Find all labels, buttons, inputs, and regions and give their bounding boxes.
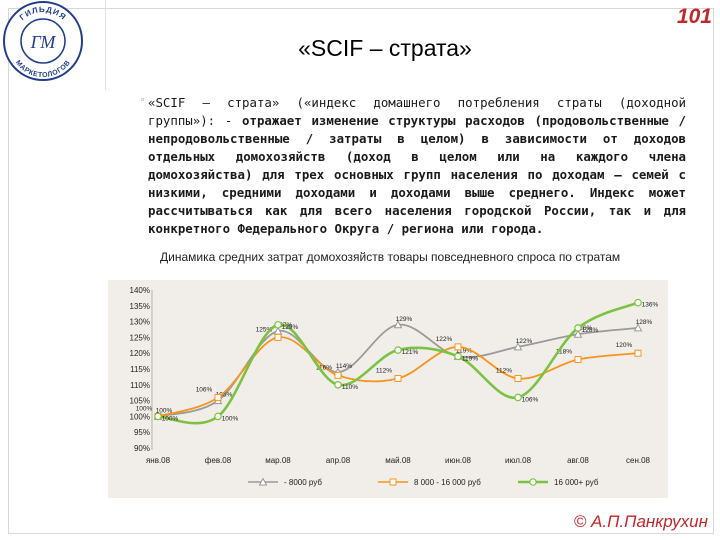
y-tick-label: 125% [130, 333, 150, 342]
x-tick-label: янв.08 [146, 456, 171, 465]
data-label-3: 119% [462, 355, 478, 362]
y-tick-label: 110% [130, 381, 150, 390]
slide-title: «SCIF – страта» [298, 35, 472, 61]
page-number: 101 [676, 5, 712, 28]
y-tick-label: 115% [130, 365, 150, 374]
guild-logo: ГИЛЬДИЯ МАРКЕТОЛОГОВ ГМ [3, 1, 83, 81]
y-tick-label: 100% [130, 412, 150, 421]
body-paragraph: «SCIF – страта» («индекс домашнего потре… [148, 94, 686, 238]
x-tick-label: апр.08 [326, 456, 351, 465]
data-label-1: 122% [516, 338, 533, 345]
data-point-2 [394, 374, 402, 382]
y-tick-label: 140% [130, 286, 150, 295]
data-label-2: 118% [556, 349, 572, 356]
x-tick-label: июн.08 [445, 456, 472, 465]
data-label-2: 106% [196, 386, 213, 393]
data-label-2: 120% [616, 342, 633, 349]
y-tick-label: 105% [130, 397, 150, 406]
data-label-2: 112% [376, 367, 392, 374]
x-tick-label: фев.08 [205, 456, 232, 465]
legend-marker-3 [529, 478, 537, 486]
data-label-2: 122% [436, 336, 453, 343]
data-point-3 [454, 352, 462, 361]
x-tick-label: сен.08 [626, 456, 651, 465]
bullet-marker: ▫ [141, 94, 145, 104]
data-point-1 [513, 342, 523, 351]
x-tick-label: авг.08 [567, 456, 589, 465]
y-tick-label: 130% [130, 318, 150, 327]
body-rest: отражает изменение структуры расходов (п… [148, 113, 686, 236]
legend-label-1: - 8000 руб [284, 478, 322, 487]
data-label-1: 114% [336, 363, 352, 370]
data-label-1: 100% [156, 407, 173, 414]
data-label-2: 116% [316, 364, 332, 371]
data-label-3: 136% [642, 302, 659, 309]
body-lead: «SCIF – страта» («индекс домашнего потре… [148, 95, 686, 128]
data-point-3 [394, 346, 402, 354]
data-point-3 [274, 320, 282, 329]
data-label-3: 106% [522, 396, 539, 403]
data-point-2 [514, 374, 522, 382]
data-label-1: 119% [456, 347, 472, 354]
y-tick-label: 120% [130, 349, 150, 358]
chart-title: Динамика средних затрат домохозяйств тов… [160, 250, 621, 264]
data-label-2: 100% [136, 405, 153, 412]
data-point-2 [214, 393, 222, 401]
data-point-2 [454, 343, 462, 351]
y-tick-label: 95% [134, 428, 150, 437]
data-label-1: 129% [396, 316, 413, 323]
data-label-3: 100% [162, 415, 179, 422]
data-label-3: 129% [282, 324, 299, 331]
data-point-2 [334, 371, 342, 379]
data-label-2: 112% [496, 367, 512, 374]
author-signature: © А.П.Панкрухин [573, 512, 708, 531]
data-point-2 [574, 356, 582, 364]
data-point-3 [574, 324, 582, 332]
data-label-1: 128% [636, 319, 653, 326]
slide-frame [8, 8, 714, 534]
data-point-2 [634, 349, 642, 357]
data-point-3 [514, 393, 522, 402]
data-label-3: 110% [342, 384, 358, 391]
data-label-1: 105% [216, 392, 233, 399]
data-label-3: 128% [582, 327, 599, 334]
data-label-1: 126% [576, 325, 593, 332]
data-point-3 [334, 381, 342, 389]
legend-label-3: 16 000+ руб [554, 478, 599, 487]
data-point-3 [154, 412, 162, 421]
data-point-1 [573, 329, 583, 338]
x-tick-label: май.08 [385, 456, 411, 465]
chart-background [108, 280, 668, 498]
data-point-1 [393, 320, 403, 329]
data-point-1 [633, 323, 643, 332]
line-chart: 90%95%100%105%110%115%120%125%130%135%14… [130, 286, 659, 487]
logo-monogram: ГМ [30, 32, 57, 52]
legend-marker-2 [389, 478, 397, 486]
legend-marker-1 [258, 477, 268, 486]
data-label-3: 100% [222, 415, 239, 422]
data-point-2 [274, 333, 282, 341]
y-tick-label: 135% [130, 302, 150, 311]
y-tick-label: 90% [134, 444, 150, 453]
data-label-3: 121% [402, 349, 419, 356]
data-point-3 [214, 412, 222, 421]
legend-label-2: 8 000 - 16 000 руб [414, 478, 481, 487]
x-tick-label: июл.08 [505, 456, 532, 465]
data-label-2: 125% [256, 326, 273, 333]
data-point-3 [634, 298, 642, 307]
header-divider [105, 0, 106, 90]
x-tick-label: мар.08 [265, 456, 291, 465]
